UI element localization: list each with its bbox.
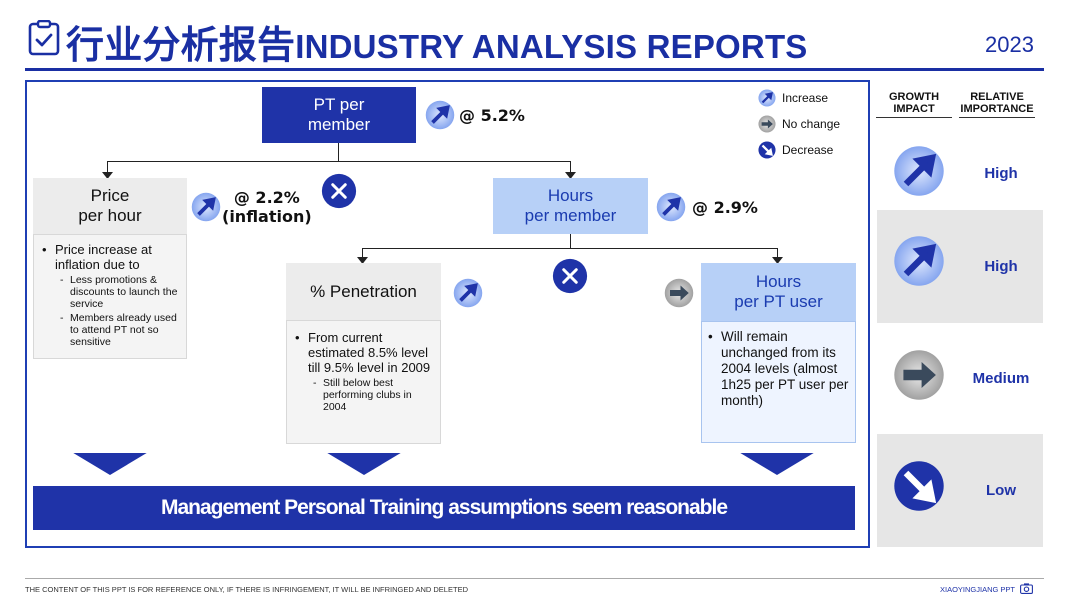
legend-increase-label: Increase: [782, 91, 829, 105]
legend-decrease-label: Decrease: [782, 143, 834, 157]
node-label: member: [307, 115, 371, 134]
node-label: Hours: [755, 272, 802, 291]
node-hours-per-pt-user: Hours per PT user: [701, 263, 856, 321]
rate-top: @ 5.2%: [459, 106, 525, 125]
importance-label: High: [984, 165, 1018, 182]
node-price-per-hour: Price per hour: [33, 178, 187, 234]
rate-note: (inflation): [222, 207, 312, 226]
notes-hours-pt: Will remain unchanged from its 2004 leve…: [701, 321, 856, 443]
legend-no-change-icon: [758, 115, 776, 133]
note-sub-bullet: Members already used to attend PT not so…: [40, 312, 180, 348]
connector: [338, 143, 339, 161]
col-header-line: GROWTH: [888, 91, 940, 103]
arrowhead: [102, 172, 113, 179]
arrowhead: [565, 172, 576, 179]
connector: [570, 161, 571, 175]
report-year: 2023: [985, 32, 1034, 57]
note-sub-bullet: Less promotions & discounts to launch th…: [40, 274, 180, 310]
note-bullet: Will remain unchanged from its 2004 leve…: [706, 329, 853, 409]
down-arrow-icon: [738, 453, 816, 475]
node-hours-per-member: Hours per member: [493, 178, 648, 234]
increase-icon: [191, 192, 221, 222]
page-title: 行业分析报告INDUSTRY ANALYSIS REPORTS: [66, 14, 808, 69]
connector: [570, 234, 571, 248]
node-label: per PT user: [734, 292, 823, 311]
node-label: Price: [90, 186, 130, 205]
increase-icon: [453, 278, 483, 308]
node-penetration: % Penetration: [286, 263, 441, 320]
node-label: Hours: [547, 186, 594, 205]
multiply-icon: [552, 258, 588, 294]
camera-icon: [1020, 583, 1033, 594]
arrowhead: [357, 257, 368, 264]
footer-disclaimer: THE CONTENT OF THIS PPT IS FOR REFERENCE…: [25, 585, 468, 594]
col-header-line: IMPORTANCE: [960, 103, 1034, 115]
node-label: per hour: [78, 206, 142, 225]
no-change-icon: [893, 349, 945, 401]
connector: [362, 248, 778, 249]
node-pt-per-member: PT per member: [262, 87, 416, 143]
increase-icon: [425, 100, 455, 130]
decrease-icon: [893, 460, 945, 512]
increase-icon: [656, 192, 686, 222]
legend-increase-icon: [758, 89, 776, 107]
footer-brand: XIAOYINGJIANG PPT: [940, 585, 1016, 594]
col-growth-impact: GROWTH IMPACT: [880, 91, 948, 115]
note-bullet: Price increase at inflation due to: [40, 242, 180, 272]
header-underline: [876, 117, 952, 118]
importance-label: Low: [986, 482, 1016, 499]
note-bullet: From current estimated 8.5% level till 9…: [293, 330, 434, 375]
col-relative-importance: RELATIVE IMPORTANCE: [958, 91, 1036, 115]
increase-icon: [893, 235, 945, 287]
rate-hours-member: @ 2.9%: [692, 198, 758, 217]
note-sub-bullet: Still below best performing clubs in 200…: [293, 377, 434, 413]
header-divider: [25, 68, 1044, 71]
arrowhead: [772, 257, 783, 264]
legend-decrease-icon: [758, 141, 776, 159]
page-title-en: INDUSTRY ANALYSIS REPORTS: [295, 28, 808, 65]
node-label: per member: [524, 206, 617, 225]
multiply-icon: [321, 173, 357, 209]
clipboard-check-icon: [28, 20, 60, 56]
connector: [362, 248, 363, 260]
connector: [107, 161, 108, 175]
header-underline: [959, 117, 1035, 118]
importance-label: Medium: [972, 370, 1030, 387]
col-header-line: IMPACT: [893, 103, 935, 115]
legend-no-change-label: No change: [782, 117, 841, 131]
notes-price: Price increase at inflation due to Less …: [33, 234, 187, 359]
no-change-icon: [664, 278, 694, 308]
connector: [777, 248, 778, 260]
connector: [107, 161, 571, 162]
increase-icon: [893, 145, 945, 197]
notes-penetration: From current estimated 8.5% level till 9…: [286, 320, 441, 444]
down-arrow-icon: [325, 453, 403, 475]
col-header-line: RELATIVE: [970, 91, 1024, 103]
rate-price: @ 2.2% (inflation): [222, 188, 312, 226]
down-arrow-icon: [71, 453, 149, 475]
conclusion-banner: Management Personal Training assumptions…: [33, 486, 855, 530]
footer-divider: [25, 578, 1044, 579]
page-title-cn: 行业分析报告: [66, 23, 296, 67]
importance-label: High: [984, 258, 1018, 275]
node-label: % Penetration: [310, 281, 417, 301]
node-label: PT per: [313, 95, 365, 114]
rate-value: @ 2.2%: [233, 188, 300, 207]
